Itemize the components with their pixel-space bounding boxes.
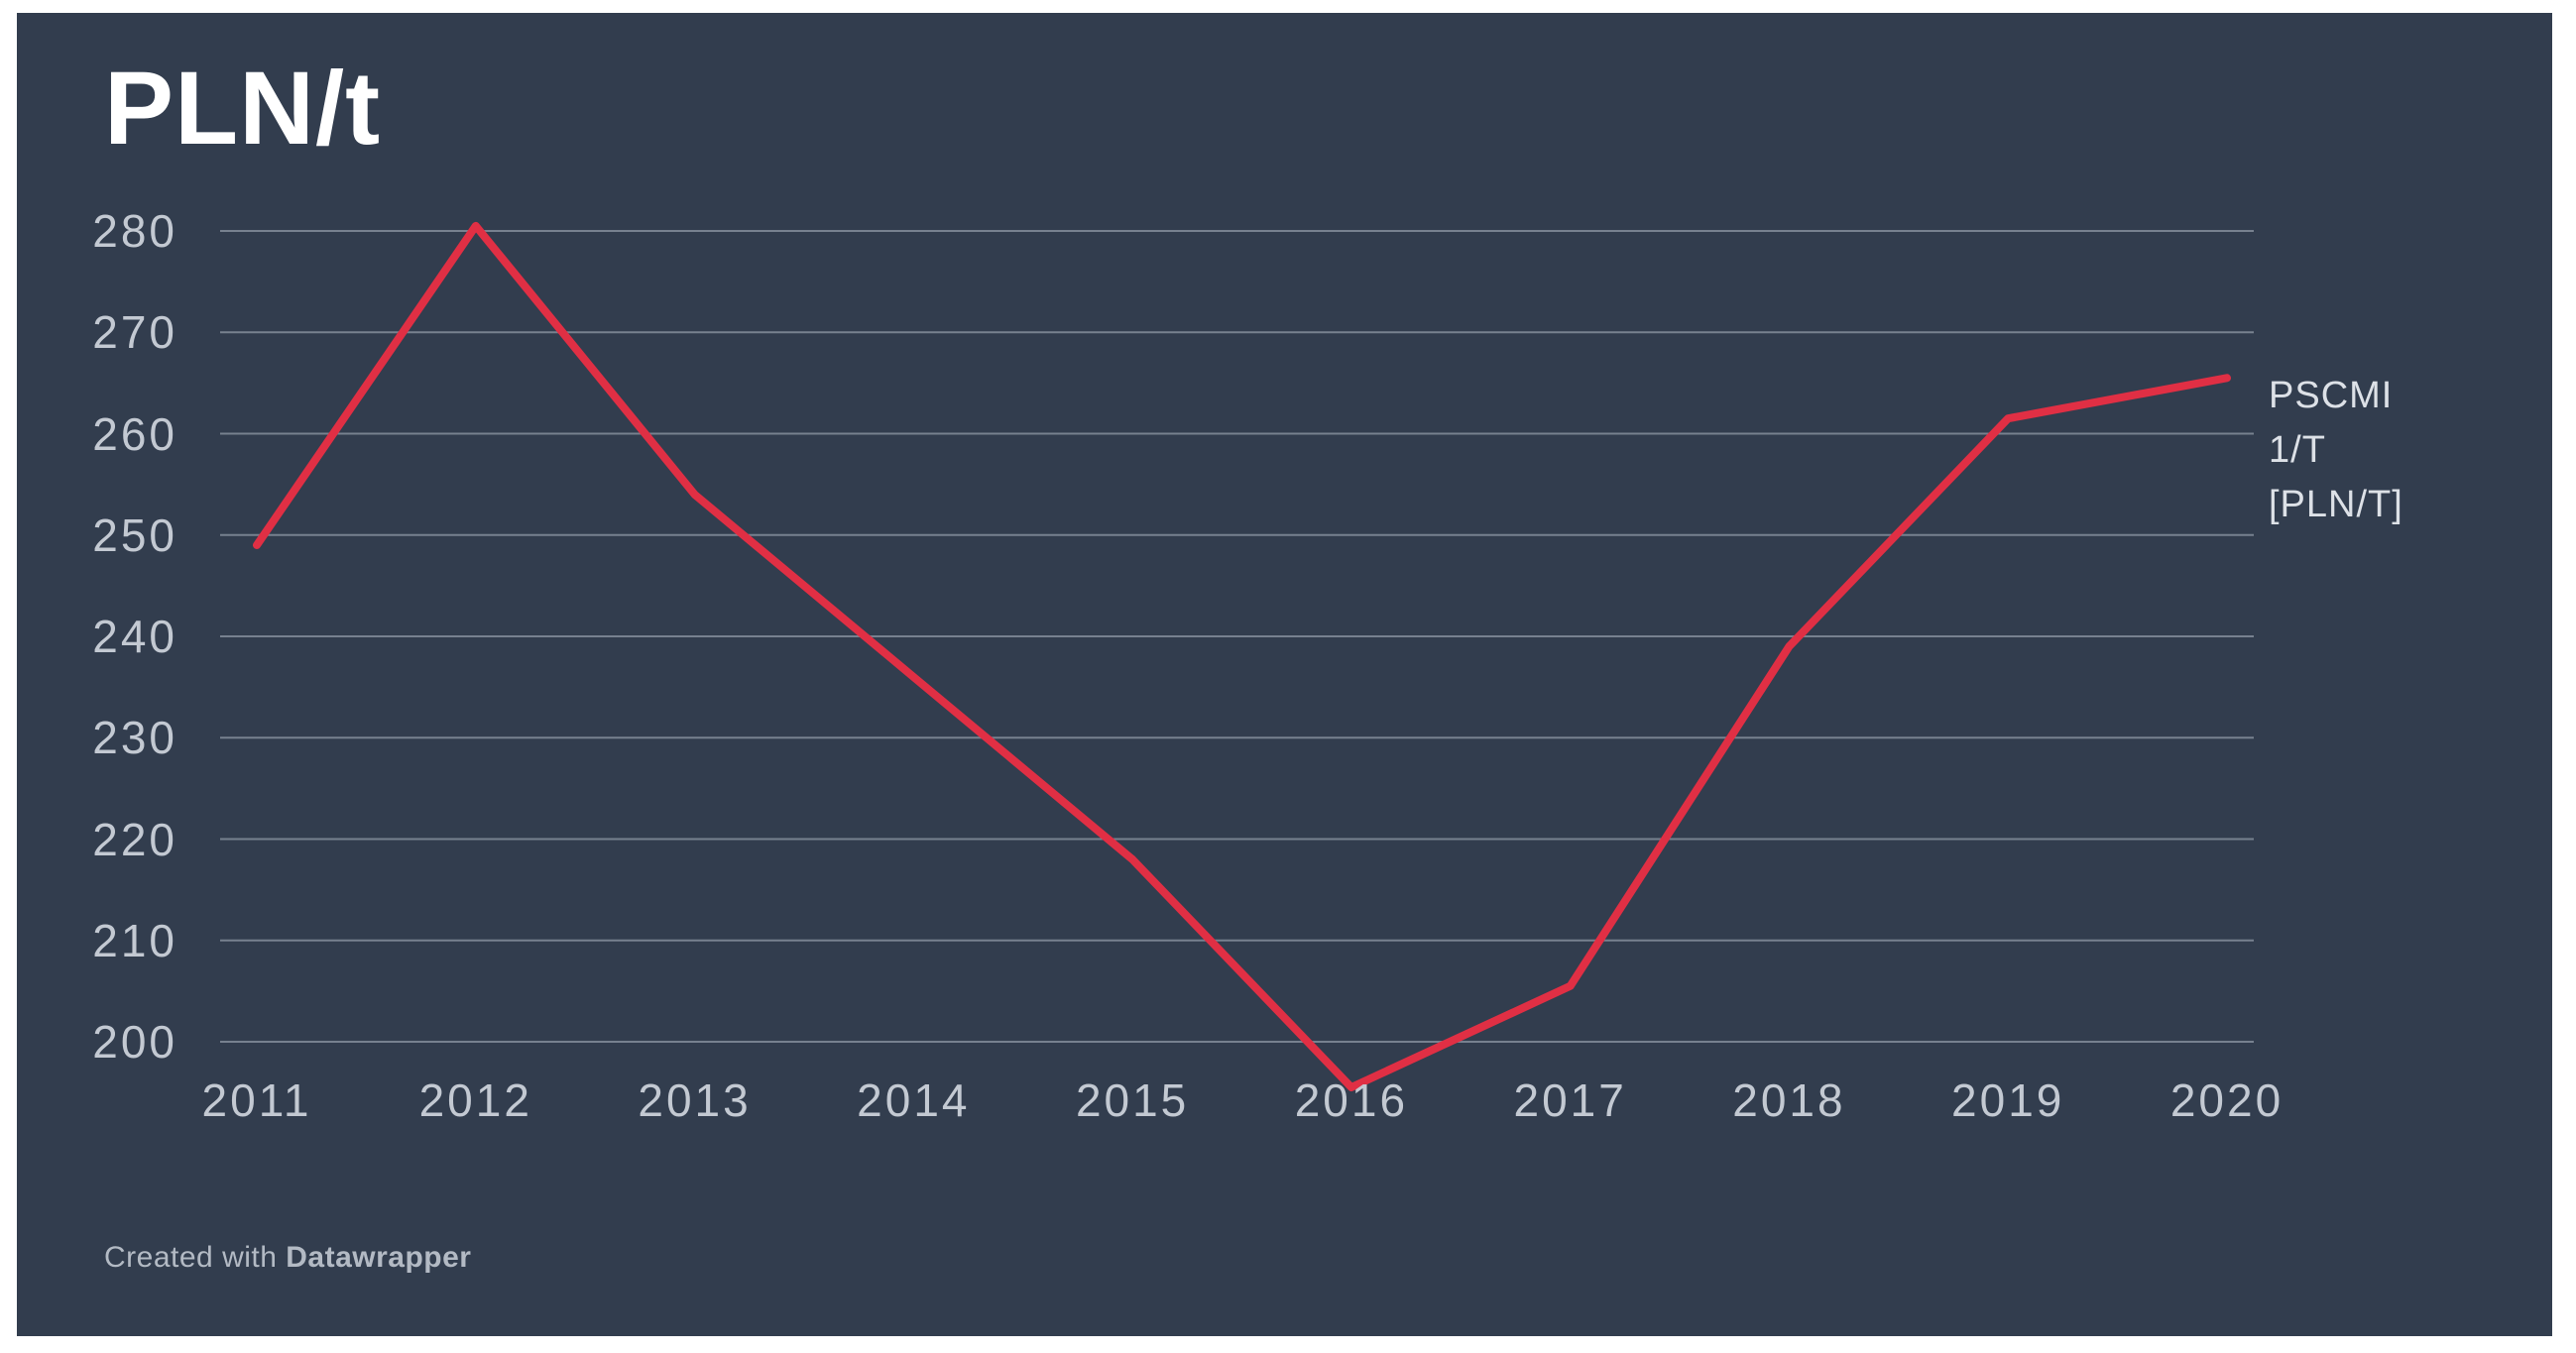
series-line-pscmi [253, 221, 2231, 1091]
x-tick-label-2011: 2011 [201, 1074, 312, 1126]
y-tick-label-240: 240 [92, 611, 177, 662]
attribution: Created with Datawrapper [104, 1241, 471, 1275]
y-tick-label-200: 200 [92, 1016, 177, 1068]
x-tick-label-2016: 2016 [1294, 1074, 1409, 1126]
attribution-prefix: Created with [104, 1241, 287, 1274]
x-tick-label-2014: 2014 [857, 1074, 971, 1126]
y-tick-label-230: 230 [92, 712, 177, 764]
y-tick-label-280: 280 [92, 205, 177, 257]
attribution-brand-link[interactable]: Datawrapper [286, 1241, 472, 1274]
y-tick-label-250: 250 [92, 508, 177, 561]
series-label: PSCMI 1/T [PLN/T] [2269, 369, 2566, 532]
series-label-line-3: [PLN/T] [2269, 484, 2403, 525]
series-label-line-2: 1/T [2269, 429, 2326, 471]
x-tick-label-2015: 2015 [1075, 1074, 1190, 1126]
x-tick-label-2019: 2019 [1951, 1074, 2065, 1126]
series-label-line-1: PSCMI [2269, 375, 2394, 416]
y-tick-label-270: 270 [92, 306, 177, 359]
gridlines [220, 230, 2254, 1043]
chart-panel: PLN/t 200 210 220 230 240 250 260 270 280 2011 20… [17, 13, 2552, 1336]
y-tick-label-260: 260 [92, 407, 177, 460]
y-tick-label-210: 210 [92, 914, 177, 966]
x-tick-label-2018: 2018 [1732, 1074, 1846, 1126]
chart-title: PLN/t [104, 51, 382, 167]
y-tick-label-220: 220 [92, 813, 177, 865]
x-tick-label-2013: 2013 [638, 1074, 752, 1126]
x-tick-label-2017: 2017 [1513, 1074, 1627, 1126]
x-tick-label-2012: 2012 [418, 1074, 532, 1126]
x-tick-label-2020: 2020 [2169, 1074, 2284, 1126]
